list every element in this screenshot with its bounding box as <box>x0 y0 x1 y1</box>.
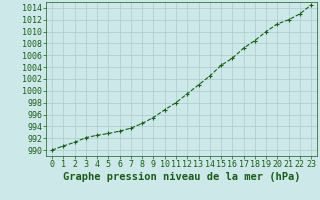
X-axis label: Graphe pression niveau de la mer (hPa): Graphe pression niveau de la mer (hPa) <box>63 172 300 182</box>
